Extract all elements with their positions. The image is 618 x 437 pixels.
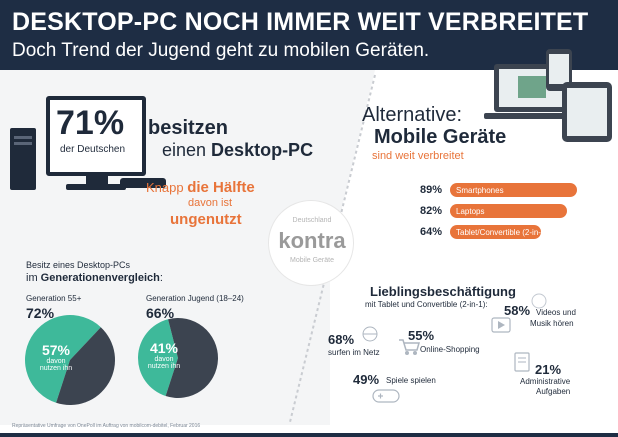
unused-line-3: ungenutzt — [170, 211, 242, 228]
unused-line-1: Knapp die Hälfte — [146, 179, 255, 196]
pie-center-value: 41% — [149, 340, 179, 356]
generation-title-2-bold: Generationenvergleich — [40, 272, 160, 284]
logo-top-text: Deutschland — [292, 217, 332, 224]
document-icon — [514, 352, 530, 372]
pie-slice-no-use — [56, 327, 116, 405]
speaker-icon — [531, 293, 547, 309]
activity-admin-pct: 21% — [535, 362, 562, 377]
owns-line-2: einen Desktop-PC — [162, 140, 313, 161]
pie-title: Generation 55+ — [26, 294, 82, 303]
activity-admin-label-1: Administrative — [520, 377, 571, 386]
activity-shopping-pct: 55% — [408, 328, 435, 343]
unused-bold: die Hälfte — [187, 179, 255, 196]
footer-source: Repräsentative Umfrage von OnePoll im Au… — [12, 423, 201, 429]
pie-slice-no-use — [165, 318, 218, 398]
page-subtitle: Doch Trend der Jugend geht zu mobilen Ge… — [12, 40, 430, 61]
monitor-stand-icon — [86, 176, 108, 186]
activity-shopping-label: Online-Shopping — [420, 345, 480, 354]
owns-line-1: besitzen — [148, 117, 229, 139]
mobile-title-2: Mobile Geräte — [374, 126, 507, 148]
activities-subtitle: mit Tablet und Convertible (2-in-1): — [365, 300, 488, 309]
bar-value-label: 82% — [420, 205, 443, 217]
bar-laptops: Laptops — [450, 204, 567, 218]
pie-title: Generation Jugend (18–24) — [146, 294, 244, 303]
pie-total-label: 66% — [146, 305, 175, 321]
pie-center-label: 57% davon nutzen ihn — [36, 342, 76, 372]
logo-bottom-text: Mobile Geräte — [290, 257, 334, 264]
pie-chart — [25, 315, 116, 405]
bar-category-label: Smartphones — [456, 186, 504, 195]
activities-title: Lieblingsbeschäftigung — [370, 284, 516, 299]
mobile-title-1: Alternative: — [362, 104, 463, 126]
page-title: DESKTOP-PC NOCH IMMER WEIT VERBREITET — [12, 8, 589, 36]
generation-title-2: im Generationenvergleich: — [26, 272, 163, 284]
pie-center-caption-2: nutzen ihn — [147, 363, 181, 370]
tablet-icon — [562, 82, 612, 142]
activity-admin-label-2: Aufgaben — [536, 387, 571, 396]
pie-center-caption-1: davon — [154, 356, 174, 363]
pie-center-caption-2: nutzen ihn — [39, 365, 73, 372]
activity-videos-label-2: Musik hören — [530, 319, 574, 328]
pie-slice-use — [138, 319, 178, 397]
pie-center-caption-1: davon — [46, 358, 66, 365]
owns-line-2-pre: einen — [162, 140, 212, 160]
activity-videos-pct: 58% — [504, 303, 531, 318]
desktop-percent: 71% — [56, 104, 125, 142]
unused-line-2: davon ist — [188, 197, 233, 209]
footer-bar — [0, 433, 618, 437]
gamepad-icon — [372, 389, 400, 403]
mobile-subtitle: sind weit verbreitet — [372, 150, 464, 162]
bar-value-label: 89% — [420, 184, 443, 196]
generation-title-2-pre: im — [26, 272, 41, 284]
pc-tower-icon — [10, 128, 36, 190]
activity-videos-label-1: Videos und — [536, 308, 576, 317]
smartphone-icon — [546, 49, 572, 91]
bar-category-label: Tablet/Convertible (2-in-1) — [456, 228, 549, 237]
music-note-icon — [491, 317, 511, 333]
pie-total-label: 72% — [26, 305, 55, 321]
pie-slice-use — [25, 315, 101, 403]
globe-icon — [362, 326, 378, 342]
desktop-percent-caption: der Deutschen — [60, 144, 126, 155]
header-banner: DESKTOP-PC NOCH IMMER WEIT VERBREITET Do… — [0, 0, 618, 70]
bar-category-label: Laptops — [456, 207, 485, 216]
pie-center-label: 41% davon nutzen ihn — [144, 340, 184, 370]
shopping-cart-icon — [399, 339, 420, 355]
bar-tablet-convertible-2-in-1-: Tablet/Convertible (2-in-1) — [450, 225, 548, 239]
pie-center-value: 57% — [41, 342, 71, 358]
activity-surf-label: surfen im Netz — [328, 348, 380, 357]
activity-games-label: Spiele spielen — [386, 376, 436, 385]
pie-chart — [138, 318, 218, 398]
owns-line-2-bold: Desktop-PC — [211, 140, 314, 160]
bar-smartphones: Smartphones — [450, 183, 577, 197]
monitor-base-icon — [66, 184, 126, 190]
brand-logo: Deutschland kontra Mobile Geräte — [268, 200, 354, 286]
activity-games-pct: 49% — [353, 372, 380, 387]
monitor-icon — [46, 96, 146, 176]
keyboard-icon — [120, 178, 166, 188]
generation-title-1: Besitz eines Desktop-PCs — [26, 260, 131, 270]
generation-title-2-colon: : — [159, 272, 163, 284]
bar-value-label: 64% — [420, 226, 443, 238]
logo-name: kontra — [278, 228, 346, 253]
unused-pre: Knapp — [146, 180, 188, 195]
activity-surf-pct: 68% — [328, 332, 355, 347]
